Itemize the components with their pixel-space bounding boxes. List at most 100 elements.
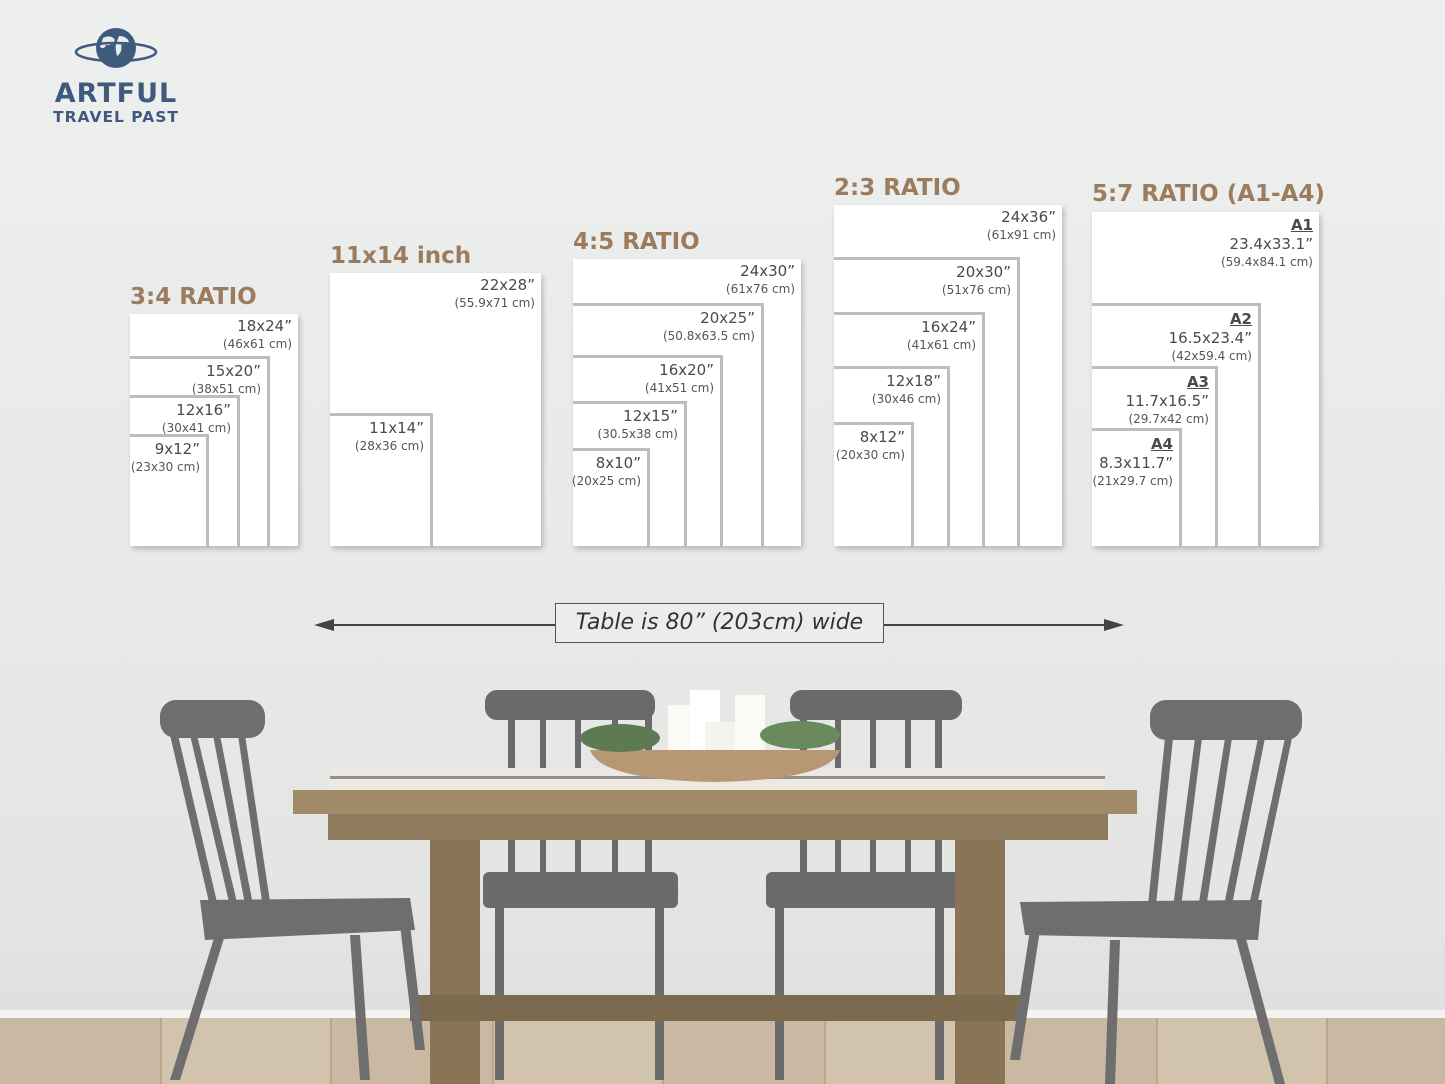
size-cm: (55.9x71 cm) bbox=[454, 296, 535, 310]
size-label: 12x16” (30x41 cm) bbox=[162, 401, 231, 436]
size-cm: (51x76 cm) bbox=[941, 283, 1011, 297]
size-rect: 8x12” (20x30 cm) bbox=[834, 422, 914, 546]
logo-line1: ARTFUL bbox=[54, 78, 178, 109]
size-label: 24x30” (61x76 cm) bbox=[726, 262, 795, 297]
table-width-note: Table is 80” (203cm) wide bbox=[555, 603, 884, 643]
size-label: A3 11.7x16.5” (29.7x42 cm) bbox=[1126, 372, 1209, 427]
size-panel: A1 23.4x33.1” (59.4x84.1 cm) A2 16.5x23.4” (4… bbox=[1092, 212, 1319, 546]
size-cm: (42x59.4 cm) bbox=[1171, 349, 1252, 363]
size-inches: 22x28” bbox=[480, 276, 535, 294]
size-inches: 20x25” bbox=[700, 309, 755, 327]
paper-size-name: A1 bbox=[1290, 216, 1313, 234]
paper-size-name: A4 bbox=[1150, 435, 1173, 453]
size-cm: (23x30 cm) bbox=[130, 460, 200, 474]
size-cm: (30.5x38 cm) bbox=[597, 427, 678, 441]
size-rect: 16x24” (41x61 cm) bbox=[834, 312, 985, 546]
size-rect: 12x16” (30x41 cm) bbox=[130, 395, 240, 546]
width-arrow-right bbox=[884, 624, 1114, 626]
size-label: 16x20” (41x51 cm) bbox=[645, 361, 714, 396]
size-cm: (29.7x42 cm) bbox=[1128, 412, 1209, 426]
chair-back-left bbox=[483, 690, 678, 1080]
size-inches: 12x15” bbox=[623, 407, 678, 425]
size-cm: (20x30 cm) bbox=[835, 448, 905, 462]
size-rect: 18x24” (46x61 cm) bbox=[130, 314, 298, 546]
size-rect: A2 16.5x23.4” (42x59.4 cm) bbox=[1092, 303, 1261, 546]
size-inches: 8x10” bbox=[595, 454, 641, 472]
size-label: 9x12” (23x30 cm) bbox=[131, 440, 200, 475]
size-label: A4 8.3x11.7” (21x29.7 cm) bbox=[1092, 434, 1173, 489]
size-label: 20x25” (50.8x63.5 cm) bbox=[663, 309, 755, 344]
size-cm: (61x76 cm) bbox=[725, 282, 795, 296]
size-cm: (30x46 cm) bbox=[871, 392, 941, 406]
size-rect: 22x28” (55.9x71 cm) bbox=[330, 273, 541, 546]
centerpiece bbox=[580, 690, 840, 782]
size-rect: 20x30” (51x76 cm) bbox=[834, 257, 1020, 546]
logo-line2: TRAVEL PAST bbox=[53, 108, 179, 126]
size-rect: A4 8.3x11.7” (21x29.7 cm) bbox=[1092, 428, 1182, 546]
size-inches: 8.3x11.7” bbox=[1099, 454, 1173, 472]
size-cm: (28x36 cm) bbox=[354, 439, 424, 453]
size-rect: 15x20” (38x51 cm) bbox=[130, 356, 270, 546]
size-cm: (50.8x63.5 cm) bbox=[662, 329, 755, 343]
size-cm: (21x29.7 cm) bbox=[1092, 474, 1173, 488]
size-rect: 12x18” (30x46 cm) bbox=[834, 366, 950, 546]
group-title: 4:5 RATIO bbox=[573, 229, 700, 255]
size-rect: 24x36” (61x91 cm) bbox=[834, 205, 1062, 546]
size-label: 24x36” (61x91 cm) bbox=[987, 208, 1056, 243]
size-rect: 11x14” (28x36 cm) bbox=[330, 413, 433, 546]
size-label: 18x24” (46x61 cm) bbox=[223, 317, 292, 352]
size-rect: A1 23.4x33.1” (59.4x84.1 cm) bbox=[1092, 212, 1319, 546]
group-title: 5:7 RATIO (A1-A4) bbox=[1092, 181, 1325, 207]
size-label: 12x18” (30x46 cm) bbox=[872, 372, 941, 407]
size-rect: 24x30” (61x76 cm) bbox=[573, 259, 801, 546]
size-inches: 16x24” bbox=[921, 318, 976, 336]
size-rect: 8x10” (20x25 cm) bbox=[572, 448, 650, 546]
size-inches: 18x24” bbox=[237, 317, 292, 335]
size-inches: 8x12” bbox=[859, 428, 905, 446]
size-cm: (30x41 cm) bbox=[161, 421, 231, 435]
size-inches: 12x16” bbox=[176, 401, 231, 419]
size-inches: 16x20” bbox=[659, 361, 714, 379]
paper-size-name: A3 bbox=[1186, 373, 1209, 391]
size-label: 12x15” (30.5x38 cm) bbox=[597, 407, 678, 442]
size-inches: 15x20” bbox=[206, 362, 261, 380]
size-cm: (41x61 cm) bbox=[906, 338, 976, 352]
size-inches: 11x14” bbox=[369, 419, 424, 437]
chair-left bbox=[160, 700, 425, 1080]
chair-right bbox=[1010, 700, 1302, 1084]
size-label: A1 23.4x33.1” (59.4x84.1 cm) bbox=[1221, 215, 1313, 270]
size-label: 8x10” (20x25 cm) bbox=[572, 454, 641, 489]
size-inches: 9x12” bbox=[154, 440, 200, 458]
size-rect: 9x12” (23x30 cm) bbox=[130, 434, 209, 546]
group-title: 2:3 RATIO bbox=[834, 175, 961, 201]
paper-size-name: A2 bbox=[1229, 310, 1252, 328]
size-rect: 12x15” (30.5x38 cm) bbox=[573, 401, 687, 546]
size-panel: 18x24” (46x61 cm) 15x20” (38x51 cm) 12x16” (3… bbox=[130, 314, 298, 546]
size-inches: 12x18” bbox=[886, 372, 941, 390]
size-label: 8x12” (20x30 cm) bbox=[836, 428, 905, 463]
size-panel: 24x30” (61x76 cm) 20x25” (50.8x63.5 cm) 16x2… bbox=[572, 259, 801, 546]
size-cm: (59.4x84.1 cm) bbox=[1220, 255, 1313, 269]
size-rect: 16x20” (41x51 cm) bbox=[573, 355, 723, 546]
size-cm: (41x51 cm) bbox=[644, 381, 714, 395]
size-inches: 24x30” bbox=[740, 262, 795, 280]
size-panel: 24x36” (61x91 cm) 20x30” (51x76 cm) 16x24” (4… bbox=[834, 205, 1062, 546]
size-inches: 23.4x33.1” bbox=[1229, 235, 1313, 253]
size-label: 11x14” (28x36 cm) bbox=[355, 419, 424, 454]
group-title: 3:4 RATIO bbox=[130, 284, 257, 310]
size-label: 22x28” (55.9x71 cm) bbox=[454, 276, 535, 311]
size-inches: 11.7x16.5” bbox=[1125, 392, 1209, 410]
size-label: A2 16.5x23.4” (42x59.4 cm) bbox=[1169, 309, 1252, 364]
size-cm: (46x61 cm) bbox=[222, 337, 292, 351]
wood-floor bbox=[0, 1018, 1445, 1084]
size-rect: A3 11.7x16.5” (29.7x42 cm) bbox=[1092, 366, 1218, 546]
size-label: 15x20” (38x51 cm) bbox=[192, 362, 261, 397]
size-rect: 20x25” (50.8x63.5 cm) bbox=[573, 303, 764, 546]
size-label: 20x30” (51x76 cm) bbox=[942, 263, 1011, 298]
size-inches: 16.5x23.4” bbox=[1168, 329, 1252, 347]
size-inches: 24x36” bbox=[1001, 208, 1056, 226]
size-label: 16x24” (41x61 cm) bbox=[907, 318, 976, 353]
size-inches: 20x30” bbox=[956, 263, 1011, 281]
group-title: 11x14 inch bbox=[330, 243, 472, 269]
